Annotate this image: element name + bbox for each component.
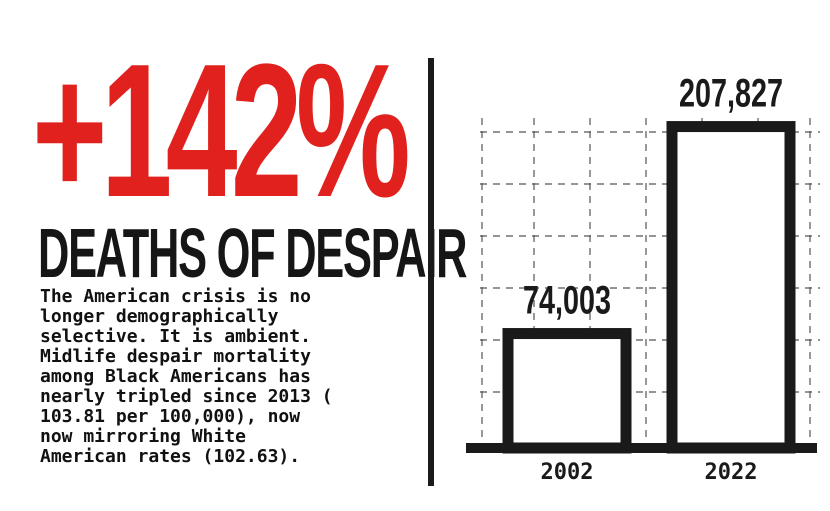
vertical-divider <box>428 58 434 486</box>
bar-value-label: 207,827 <box>679 71 783 116</box>
x-tick-label: 2002 <box>541 460 594 485</box>
bar <box>502 328 632 454</box>
body-paragraph: The American crisis is no longer demogra… <box>40 286 333 467</box>
bar-chart: 74,003 2002 207,827 2022 <box>466 71 820 485</box>
bar-value-label: 74,003 <box>523 278 611 323</box>
headline-percent: +142% <box>32 25 411 237</box>
x-tick-label: 2022 <box>705 460 758 485</box>
bar <box>666 121 796 454</box>
headline-subtitle: DEATHS OF DESPAIR <box>38 214 467 292</box>
